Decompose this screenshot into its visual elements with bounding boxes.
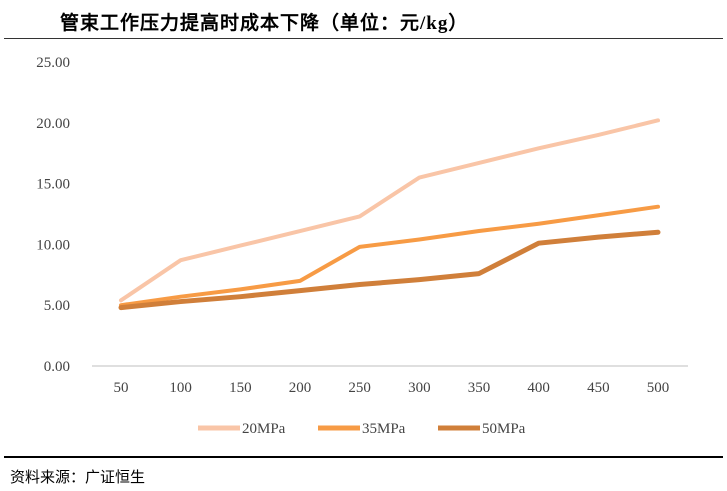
legend-label: 35MPa — [362, 421, 406, 437]
y-tick-label: 5.00 — [44, 298, 70, 314]
legend-label: 50MPa — [482, 421, 526, 437]
legend-label: 20MPa — [242, 421, 286, 437]
x-tick-label: 150 — [229, 380, 252, 396]
x-tick-label: 450 — [587, 380, 610, 396]
x-tick-label: 250 — [348, 380, 371, 396]
x-tick-label: 200 — [289, 380, 312, 396]
y-tick-label: 20.00 — [36, 116, 70, 132]
series-line-35MPa — [119, 204, 660, 308]
x-tick-label: 300 — [408, 380, 431, 396]
x-tick-label: 100 — [169, 380, 192, 396]
y-tick-label: 15.00 — [36, 177, 70, 193]
x-tick-label: 400 — [527, 380, 550, 396]
series-line-20MPa — [119, 118, 660, 303]
x-tick-label: 50 — [114, 380, 129, 396]
footer-divider — [4, 456, 723, 458]
y-tick-label: 0.00 — [44, 359, 70, 375]
title-divider — [4, 38, 723, 39]
source-note: 资料来源：广证恒生 — [10, 468, 146, 486]
x-tick-label: 500 — [647, 380, 670, 396]
x-tick-label: 350 — [468, 380, 491, 396]
line-chart: 0.00 5.00 10.00 15.00 20.00 25.00 50 100 150 200 2… — [36, 55, 688, 437]
y-tick-label: 25.00 — [36, 55, 70, 71]
chart-title: 管束工作压力提高时成本下降（单位：元/kg） — [60, 13, 469, 34]
y-tick-label: 10.00 — [36, 237, 70, 253]
series-line-50MPa — [118, 229, 661, 311]
